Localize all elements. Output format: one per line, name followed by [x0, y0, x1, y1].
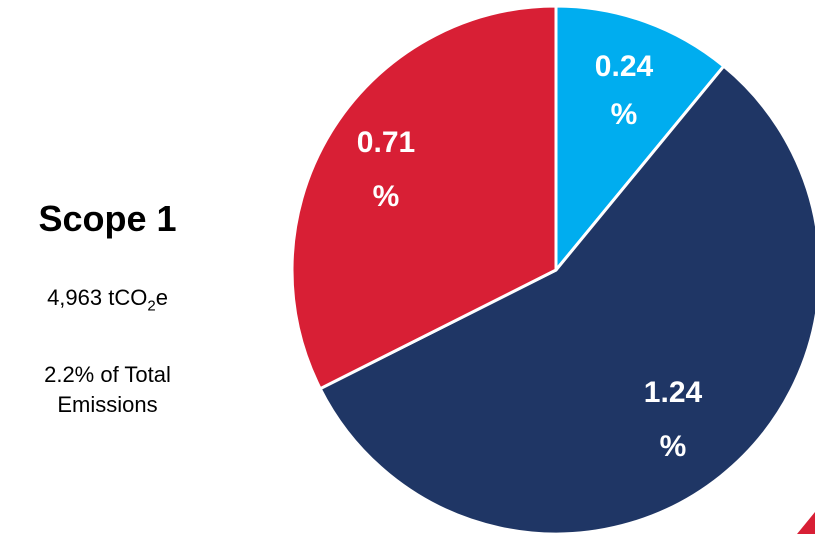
corner-logo-fragment — [797, 512, 815, 534]
pie-slice-2 — [318, 64, 815, 534]
emissions-number: 4,963 tCO — [47, 285, 148, 310]
slice-label-unit: % — [373, 180, 400, 213]
slice-label-1: 0.24% — [595, 50, 654, 131]
pie-slice-3 — [290, 4, 558, 391]
share-line-1: 2.2% of Total — [44, 362, 171, 387]
emissions-share: 2.2% of Total Emissions — [0, 360, 215, 420]
emissions-value: 4,963 tCO2e — [0, 285, 215, 314]
slice-label-value: 0.71 — [357, 126, 415, 159]
emissions-suffix: e — [155, 285, 168, 310]
slice-label-value: 1.24 — [644, 376, 703, 409]
slice-label-unit: % — [611, 98, 638, 131]
scope-title: Scope 1 — [38, 198, 177, 239]
slice-label-value: 0.24 — [595, 50, 654, 83]
scope-summary: Scope 1 4,963 tCO2e 2.2% of Total Emissi… — [0, 0, 215, 534]
share-line-2: Emissions — [57, 392, 158, 417]
slice-label-2: 1.24% — [644, 376, 703, 463]
pie-slice-1 — [554, 4, 726, 272]
emissions-subscript: 2 — [147, 297, 156, 315]
slice-label-unit: % — [660, 430, 687, 463]
slice-label-3: 0.71% — [357, 126, 415, 213]
